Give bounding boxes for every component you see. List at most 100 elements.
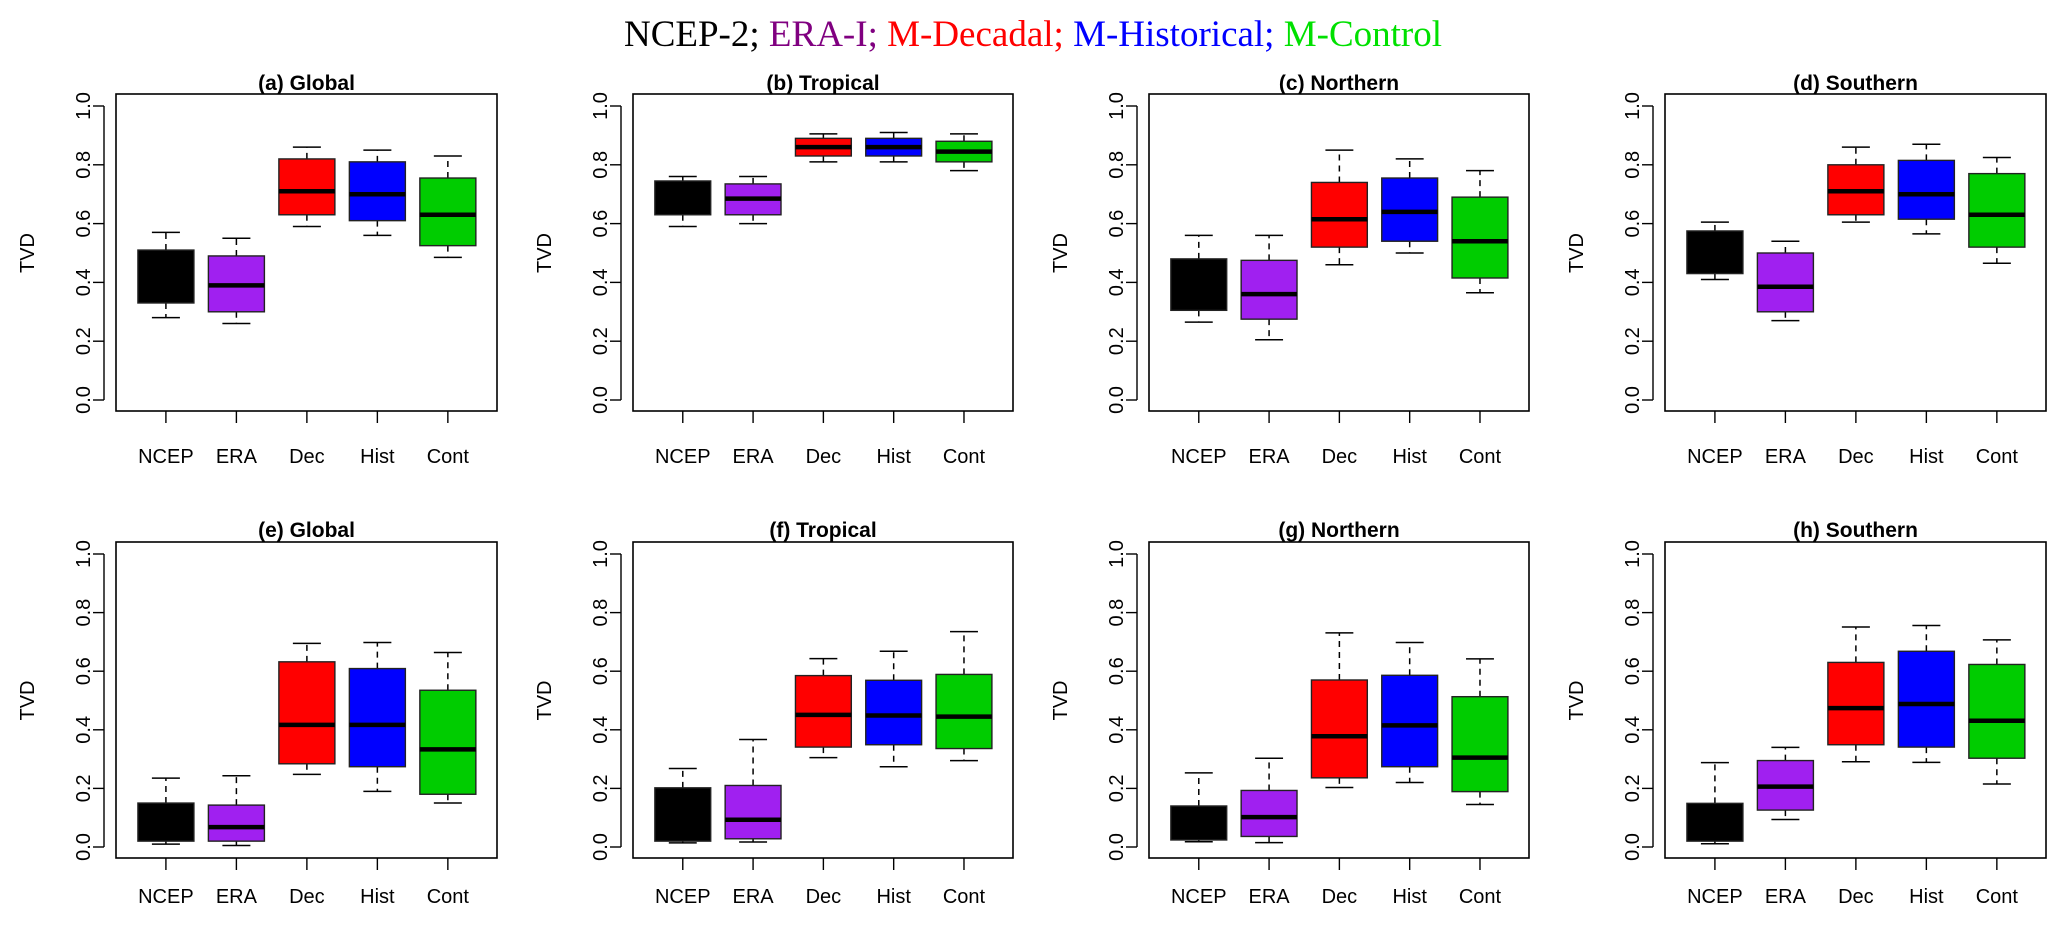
- y-tick-label: 1.0: [1622, 92, 1644, 120]
- box-dec: [278, 642, 336, 776]
- title-part-0: NCEP-2;: [624, 14, 760, 55]
- x-tick-label: Dec: [289, 446, 325, 468]
- y-tick-label: 1.0: [590, 92, 612, 120]
- panel-title: (c) Northern: [1279, 72, 1399, 95]
- x-tick-label: ERA: [216, 446, 258, 468]
- y-tick-label: 0.2: [1622, 774, 1644, 802]
- y-axis-label: TVD: [1566, 681, 1588, 721]
- box-hist: [1897, 624, 1956, 764]
- y-tick-label: 0.8: [73, 151, 95, 179]
- box-cont: [419, 155, 477, 259]
- iqr-box: [1897, 650, 1956, 748]
- title-part-2: M-Decadal;: [878, 14, 1064, 55]
- panel-b: (b) Tropical 0.0 0.2 0.4 0.6 0.8 1.0 TVD NCEP ERA…: [534, 72, 1014, 468]
- title-part-4: M-Control: [1274, 14, 1442, 55]
- y-tick-label: 1.0: [590, 540, 612, 568]
- y-tick-label: 0.2: [73, 774, 95, 802]
- box-era: [207, 237, 266, 325]
- y-tick-label: 0.0: [590, 386, 612, 414]
- y-tick-label: 0.2: [1622, 327, 1644, 355]
- iqr-box: [419, 177, 477, 247]
- x-tick-label: Cont: [1976, 446, 2019, 468]
- iqr-box: [419, 689, 477, 795]
- x-tick-label: Hist: [876, 446, 911, 468]
- iqr-box: [207, 804, 266, 842]
- y-tick-label: 1.0: [1106, 92, 1128, 120]
- x-tick-label: Dec: [289, 886, 325, 908]
- box-era: [724, 175, 782, 225]
- panel-a: (a) Global 0.0 0.2 0.4 0.6 0.8 1.0 TVD NCEP ERA De…: [17, 72, 498, 468]
- y-tick-label: 0.6: [1622, 210, 1644, 238]
- x-tick-label: Cont: [943, 886, 986, 908]
- panel-c: (c) Northern 0.0 0.2 0.4 0.6 0.8 1.0 TVD NCEP ERA…: [1050, 72, 1530, 468]
- box-dec: [278, 146, 336, 228]
- box-hist: [1381, 158, 1439, 254]
- y-tick-label: 0.6: [73, 210, 95, 238]
- x-tick-label: ERA: [1249, 886, 1291, 908]
- iqr-box: [278, 661, 336, 765]
- x-tick-label: Dec: [1838, 446, 1874, 468]
- iqr-box: [1381, 674, 1439, 768]
- x-tick-label: Hist: [360, 446, 395, 468]
- y-tick-label: 1.0: [1622, 540, 1644, 568]
- iqr-box: [137, 802, 195, 842]
- iqr-box: [935, 673, 993, 750]
- x-tick-label: Dec: [806, 886, 842, 908]
- y-tick-label: 0.8: [1622, 151, 1644, 179]
- y-tick-label: 0.6: [590, 210, 612, 238]
- panel-title: (f) Tropical: [769, 519, 876, 542]
- x-tick-label: NCEP: [1171, 446, 1227, 468]
- box-dec: [794, 133, 853, 163]
- iqr-box: [1686, 802, 1744, 842]
- y-axis-label: TVD: [1050, 681, 1072, 721]
- y-tick-label: 1.0: [73, 92, 95, 120]
- panel-g: (g) Northern 0.0 0.2 0.4 0.6 0.8 1.0 TVD NCEP ERA…: [1050, 519, 1530, 908]
- box-ncep: [137, 777, 195, 845]
- box-ncep: [1686, 221, 1744, 281]
- x-tick-label: ERA: [1249, 446, 1291, 468]
- x-tick-label: Hist: [1909, 446, 1944, 468]
- iqr-box: [1170, 805, 1228, 841]
- y-tick-label: 0.8: [1622, 599, 1644, 627]
- y-tick-label: 0.2: [73, 327, 95, 355]
- y-tick-label: 0.0: [73, 386, 95, 414]
- box-ncep: [1170, 772, 1228, 843]
- x-tick-label: NCEP: [138, 446, 194, 468]
- title-part-3: M-Historical;: [1064, 14, 1275, 55]
- panel-e: (e) Global 0.0 0.2 0.4 0.6 0.8 1.0 TVD NCEP ERA De…: [17, 519, 498, 908]
- y-tick-label: 0.4: [590, 716, 612, 744]
- figure-title: NCEP-2; ERA-I; M-Decadal; M-Historical; …: [624, 14, 1442, 55]
- y-tick-label: 0.6: [590, 657, 612, 685]
- iqr-box: [1170, 258, 1228, 312]
- panel-title: (g) Northern: [1278, 519, 1399, 542]
- y-tick-label: 0.0: [1106, 386, 1128, 414]
- box-cont: [1968, 639, 2026, 785]
- iqr-box: [654, 787, 712, 842]
- y-tick-label: 0.2: [1106, 774, 1128, 802]
- x-tick-label: Dec: [806, 446, 842, 468]
- x-tick-label: Dec: [1322, 446, 1358, 468]
- panels: (a) Global 0.0 0.2 0.4 0.6 0.8 1.0 TVD NCEP ERA De…: [17, 72, 2047, 908]
- box-dec: [1827, 146, 1885, 223]
- box-hist: [1381, 641, 1439, 784]
- y-tick-label: 0.2: [1106, 327, 1128, 355]
- iqr-box: [1686, 230, 1744, 275]
- iqr-box: [348, 161, 407, 222]
- box-cont: [1968, 156, 2026, 265]
- iqr-box: [724, 784, 782, 840]
- x-tick-label: Cont: [427, 886, 470, 908]
- y-tick-label: 0.4: [1106, 716, 1128, 744]
- y-tick-label: 0.4: [590, 268, 612, 296]
- x-tick-label: Cont: [427, 446, 470, 468]
- iqr-box: [1310, 181, 1369, 248]
- y-tick-label: 0.2: [590, 327, 612, 355]
- x-tick-label: Hist: [1392, 886, 1427, 908]
- x-tick-label: ERA: [1765, 886, 1807, 908]
- y-axis-label: TVD: [17, 681, 39, 721]
- panel-title: (h) Southern: [1793, 519, 1918, 542]
- y-axis-label: TVD: [1050, 233, 1072, 273]
- y-tick-label: 0.0: [590, 833, 612, 861]
- y-tick-label: 0.8: [73, 599, 95, 627]
- x-tick-label: Cont: [943, 446, 986, 468]
